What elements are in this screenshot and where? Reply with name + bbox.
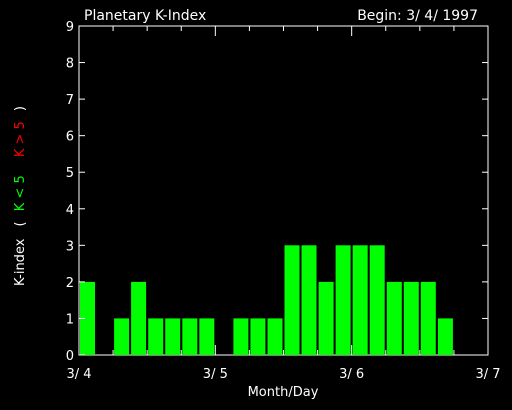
y-tick-label: 3 [66, 239, 74, 254]
y-tick-label: 0 [66, 349, 74, 364]
y-tick-label: 1 [66, 312, 74, 327]
kindex-bar [182, 318, 198, 355]
begin-date-label: Begin: 3/ 4/ 1997 [357, 8, 478, 24]
x-tick-label: 3/ 7 [475, 367, 500, 382]
y-axis-label: K-index ( K < 5 K > 5 ) [13, 106, 28, 286]
y-axis-label-close-paren: ) [13, 106, 28, 111]
x-tick-label: 3/ 5 [203, 367, 228, 382]
bar-series [80, 245, 453, 355]
kindex-bar [284, 245, 300, 355]
kindex-bar [420, 281, 436, 355]
x-axis: 3/ 4 3/ 5 3/ 6 3/ 7 [66, 26, 501, 382]
x-tick-label: 3/ 4 [66, 367, 91, 382]
y-axis: 0 1 2 3 4 5 6 7 8 9 [66, 20, 488, 364]
y-tick-label: 5 [66, 166, 74, 181]
kindex-bar [352, 245, 368, 355]
kindex-bar [165, 318, 181, 355]
kindex-bar [199, 318, 215, 355]
y-axis-label-high: K > 5 [13, 121, 28, 157]
x-tick-label: 3/ 6 [339, 367, 364, 382]
y-axis-label-low: K < 5 [13, 175, 28, 211]
y-tick-label: 7 [66, 93, 74, 108]
y-tick-label: 2 [66, 276, 74, 291]
kindex-bar [148, 318, 164, 355]
y-tick-label: 9 [66, 20, 74, 35]
kindex-bar [403, 281, 419, 355]
kindex-bar [437, 318, 453, 355]
y-tick-label: 4 [66, 203, 74, 218]
kindex-bar [114, 318, 130, 355]
x-axis-label: Month/Day [248, 385, 319, 400]
kindex-bar [80, 281, 95, 355]
y-tick-label: 6 [66, 130, 74, 145]
kindex-bar [318, 281, 334, 355]
kindex-bar [250, 318, 266, 355]
kindex-bar [386, 281, 402, 355]
kindex-bar [301, 245, 317, 355]
y-axis-label-open-paren: ( [13, 221, 28, 226]
kindex-bar [369, 245, 385, 355]
y-tick-label: 8 [66, 57, 74, 72]
kindex-bar [335, 245, 351, 355]
kindex-bar [131, 281, 147, 355]
kindex-bar [267, 318, 283, 355]
y-axis-label-main: K-index [13, 238, 28, 286]
kindex-bar [233, 318, 249, 355]
chart-title: Planetary K-Index [84, 8, 206, 24]
